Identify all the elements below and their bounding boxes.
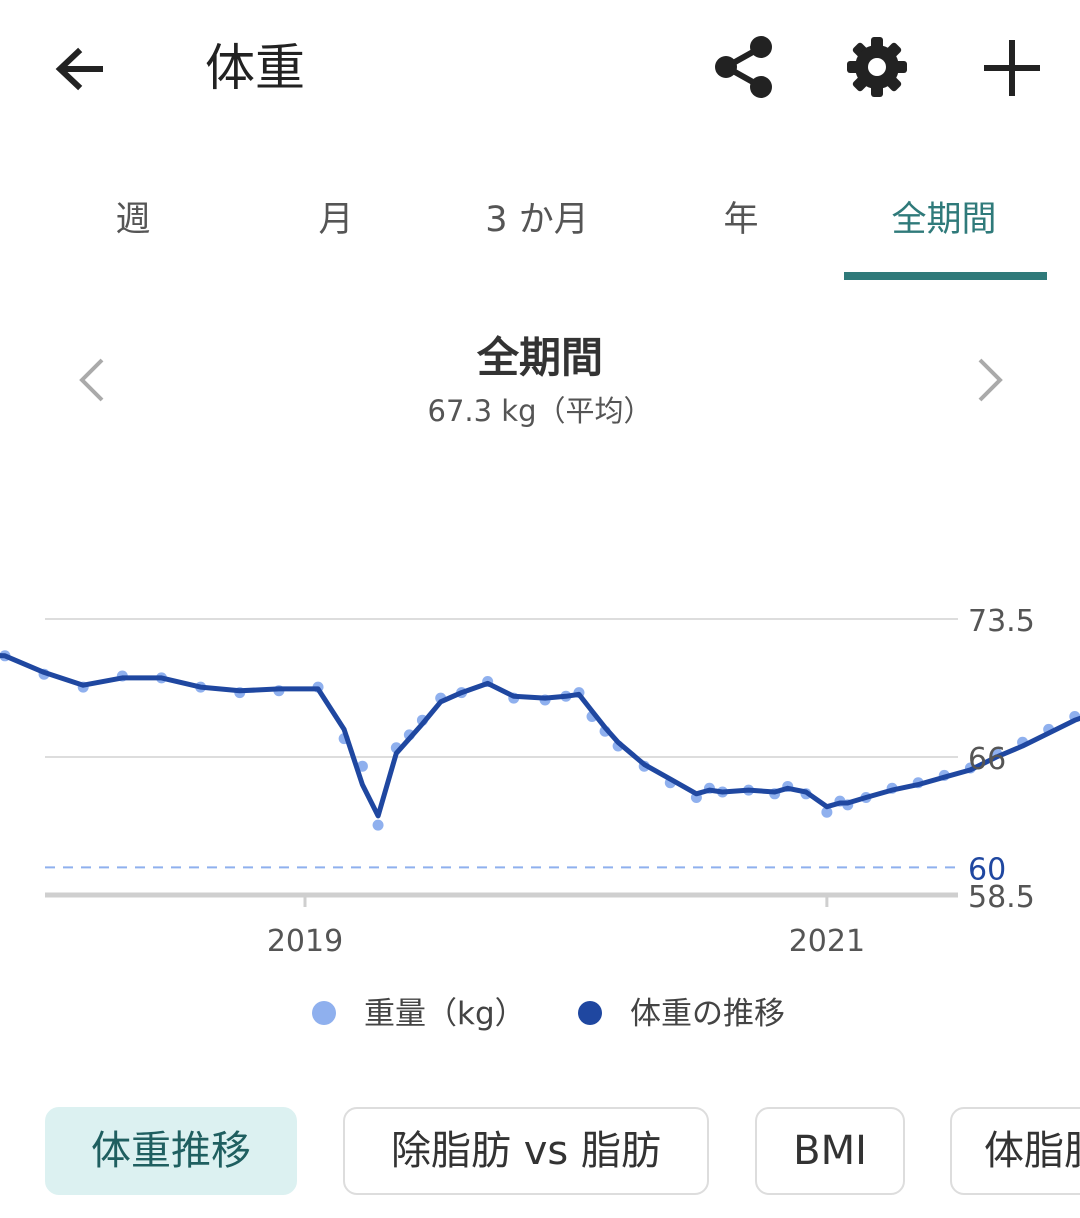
share-icon[interactable] [708,32,778,102]
chip-weight-trend[interactable]: 体重推移 [45,1107,297,1195]
metric-chips: 体重推移 除脂肪 vs 脂肪 BMI 体脂肪 [0,1105,1080,1200]
goal-label: 60 [968,852,1006,887]
top-app-bar: 体重 [0,0,1080,140]
chip-lean-vs-fat[interactable]: 除脂肪 vs 脂肪 [343,1107,709,1195]
period-average: 67.3 kg（平均） [427,394,653,428]
plus-icon[interactable] [980,36,1044,100]
weight-point [821,806,833,818]
arrow-left-icon[interactable] [48,38,110,100]
chip-bmi[interactable]: BMI [755,1107,905,1195]
legend-points-label: 重量（kg） [364,996,526,1032]
tab-year[interactable]: 年 [723,200,759,240]
chevron-right-icon[interactable] [966,350,1016,410]
tab-week[interactable]: 週 [115,200,151,240]
tab-month[interactable]: 月 [318,200,354,240]
chart-legend: 重量（kg） 体重の推移 [0,985,1080,1045]
x-tick-label: 2021 [789,924,865,959]
active-tab-indicator [844,272,1047,280]
page-title: 体重 [205,39,305,97]
y-tick-label: 66 [968,742,1006,777]
period-title: 全期間 [476,333,603,382]
weight-trend-line [0,653,1080,819]
y-tick-label: 73.5 [968,604,1035,639]
tab-all-time[interactable]: 全期間 [891,200,997,240]
legend-trend-marker [578,1001,602,1025]
gear-icon[interactable] [842,32,912,102]
tab-3-months[interactable]: 3 か月 [485,200,589,240]
legend-trend-label: 体重の推移 [630,996,785,1032]
weight-point [372,819,384,831]
legend-points-marker [312,1001,336,1025]
chip-body-fat[interactable]: 体脂肪 [950,1107,1080,1195]
period-tabs: 週 月 3 か月 年 全期間 [0,160,1080,285]
chevron-left-icon[interactable] [66,350,116,410]
y-tick-label: 58.5 [968,880,1035,915]
x-tick-label: 2019 [267,924,343,959]
